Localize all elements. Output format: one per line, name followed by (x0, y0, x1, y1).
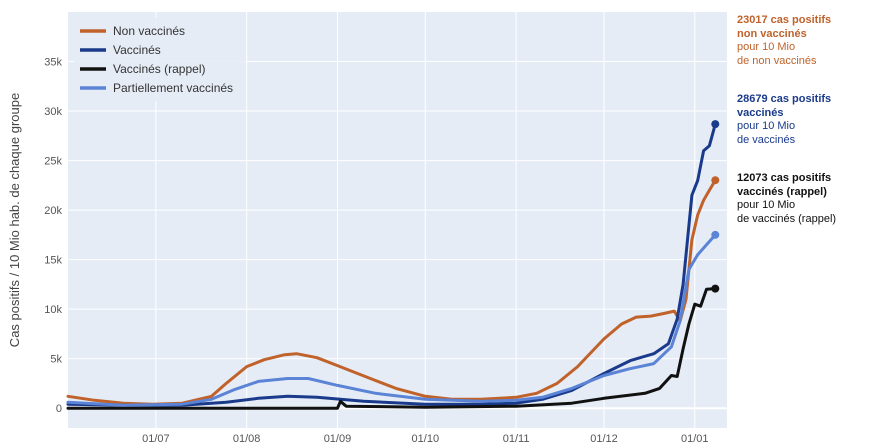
y-tick-label: 30k (44, 106, 62, 118)
x-tick-label: 01/12 (590, 433, 618, 445)
y-tick-label: 5k (50, 354, 62, 366)
x-tick-label: 01/10 (412, 433, 440, 445)
annotation-bold-line: 23017 cas positifs (737, 14, 832, 26)
y-tick-label: 25k (44, 156, 62, 168)
annotation-line: de vaccinés (rappel) (737, 212, 837, 225)
y-tick-label: 0 (56, 403, 62, 415)
annotation-line: pour 10 Mio (737, 199, 796, 211)
series-endpoint (711, 176, 720, 185)
annotation-line: pour 10 Mio (737, 120, 796, 132)
legend-label: Partiellement vaccinés (113, 81, 233, 95)
x-tick-label: 01/11 (503, 433, 530, 445)
y-tick-label: 15k (44, 255, 62, 267)
series-line (66, 287, 717, 410)
annotation-bold-line: 28679 cas positifs (737, 93, 832, 105)
x-tick-label: 01/07 (142, 433, 170, 445)
annotation-line: de vaccinés (737, 133, 796, 146)
series-line (66, 122, 717, 407)
annotation-bold-line: 12073 cas positifs (737, 172, 832, 184)
series-endpoint (711, 230, 720, 239)
y-axis-ticks: 0 5k 10k 15k 20k 25k 30k 35k (44, 57, 62, 416)
x-axis-ticks: 01/07 01/08 01/09 01/10 01/11 01/12 01/01 (142, 433, 708, 445)
x-tick-label: 01/09 (324, 433, 352, 445)
legend-label: Vaccinés (rappel) (113, 62, 205, 76)
series-lines (66, 120, 720, 410)
annotation-bold-line: vaccinés (737, 106, 784, 119)
x-tick-label: 01/08 (233, 433, 261, 445)
x-tick-label: 01/01 (681, 433, 709, 445)
series-line (66, 233, 717, 407)
annotation-non-vaccines: 23017 cas positifs non vaccinés pour 10 Mi… (737, 14, 877, 68)
annotation-line: pour 10 Mio (737, 41, 796, 53)
annotation-vaccines-rappel: 12073 cas positifs vaccinés (rappel) pour … (737, 172, 877, 226)
annotation-bold-line: non vaccinés (737, 27, 807, 40)
y-tick-label: 10k (44, 304, 62, 316)
series-endpoint (711, 284, 720, 293)
legend-label: Vaccinés (113, 43, 161, 57)
annotation-bold-line: vaccinés (rappel) (737, 185, 827, 198)
annotation-vaccines: 28679 cas positifs vaccinés pour 10 Mio de … (737, 93, 877, 147)
y-axis-label: Cas positifs / 10 Mio hab. de chaque gro… (7, 93, 22, 347)
legend: Non vaccinés Vaccinés Vaccinés (rappel) Par… (74, 17, 246, 101)
annotation-line: de non vaccinés (737, 54, 817, 67)
y-tick-label: 20k (44, 205, 62, 217)
series-endpoint (711, 120, 720, 129)
legend-label: Non vaccinés (113, 24, 185, 38)
y-tick-label: 35k (44, 57, 62, 69)
